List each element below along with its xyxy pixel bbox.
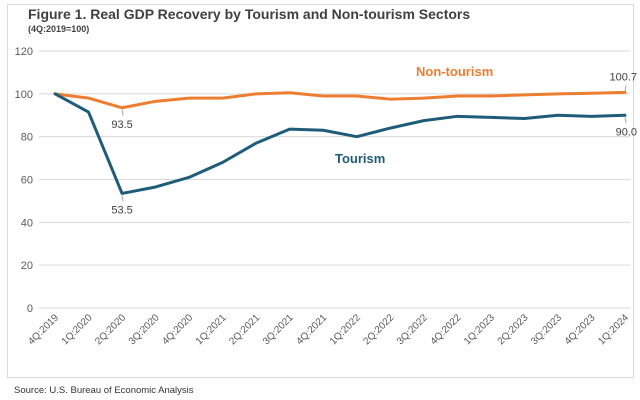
y-tick-label: 80: [21, 132, 33, 144]
y-tick-label: 120: [15, 46, 33, 58]
chart-frame: [7, 4, 634, 378]
leader-line: [624, 117, 627, 124]
series-label-non-tourism: Non-tourism: [416, 64, 493, 79]
gridlines: [39, 50, 630, 309]
data-label: 53.5: [111, 204, 132, 216]
x-tick-label: 1Q:2024: [596, 312, 631, 347]
x-tick-label: 3Q:2020: [127, 312, 162, 347]
x-tick-label: 2Q:2020: [93, 312, 128, 347]
data-label: 93.5: [111, 119, 132, 131]
y-tick-label: 40: [21, 217, 33, 229]
leader-line: [121, 109, 124, 116]
series-label-tourism: Tourism: [335, 151, 385, 166]
leader-line: [121, 195, 124, 202]
x-tick-label: 4Q:2022: [429, 312, 464, 347]
x-tick-label: 2Q:2023: [496, 312, 531, 347]
data-labels: 93.5 100.7 53.5 90.0: [111, 71, 637, 216]
y-tick-label: 0: [27, 303, 33, 315]
x-tick-label: 3Q:2021: [261, 312, 296, 347]
x-tick-label: 3Q:2023: [529, 312, 564, 347]
x-tick-label: 1Q:2021: [194, 312, 229, 347]
x-tick-label: 2Q:2021: [227, 312, 262, 347]
x-tick-label: 4Q:2019: [26, 312, 61, 347]
source-note: Source: U.S. Bureau of Economic Analysis: [14, 385, 194, 396]
y-tick-label: 20: [21, 260, 33, 272]
y-axis-ticks: 0 20 40 60 80 100 120: [15, 46, 33, 315]
x-tick-label: 3Q:2022: [395, 312, 430, 347]
leader-line: [624, 85, 627, 92]
data-label: 90.0: [616, 126, 637, 138]
x-tick-label: 1Q:2020: [60, 312, 95, 347]
x-axis-ticks: 4Q:20191Q:20202Q:20203Q:20204Q:20201Q:20…: [26, 312, 631, 347]
chart-subtitle: (4Q:2019=100): [28, 24, 90, 34]
x-tick-label: 4Q:2023: [563, 312, 598, 347]
x-tick-label: 1Q:2023: [462, 312, 497, 347]
x-tick-label: 4Q:2020: [160, 312, 195, 347]
y-tick-label: 60: [21, 175, 33, 187]
series-line-non-tourism: [53, 90, 627, 110]
x-tick-label: 1Q:2022: [328, 312, 363, 347]
series-line-tourism: [53, 92, 627, 195]
series-lines: [53, 90, 627, 195]
data-label: 100.7: [609, 71, 637, 83]
x-tick-label: 4Q:2021: [294, 312, 329, 347]
chart-title: Figure 1. Real GDP Recovery by Tourism a…: [28, 6, 471, 22]
y-tick-label: 100: [15, 89, 33, 101]
x-tick-label: 2Q:2022: [362, 312, 397, 347]
